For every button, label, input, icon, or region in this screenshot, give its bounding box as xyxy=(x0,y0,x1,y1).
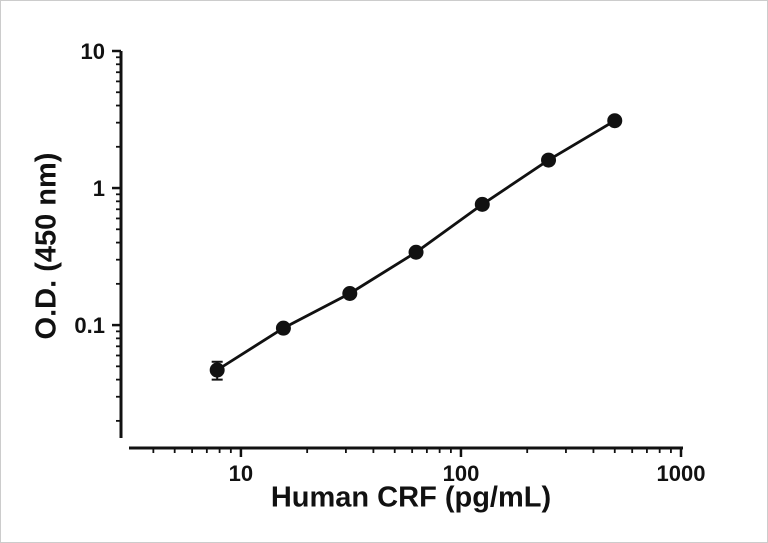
y-axis-title: O.D. (450 nm) xyxy=(30,152,63,340)
y-tick-label: 10 xyxy=(81,39,105,64)
data-point xyxy=(209,362,225,378)
data-point xyxy=(408,244,424,260)
data-point xyxy=(275,320,291,336)
y-tick-label: 0.1 xyxy=(74,313,105,338)
x-tick-label: 10 xyxy=(229,461,253,486)
data-point xyxy=(541,152,557,168)
x-axis-title: Human CRF (pg/mL) xyxy=(270,481,552,514)
x-tick-label: 100 xyxy=(443,461,480,486)
data-point xyxy=(474,196,490,212)
y-tick-label: 1 xyxy=(93,176,105,201)
data-point xyxy=(342,286,358,302)
data-point xyxy=(607,113,623,129)
x-tick-label: 1000 xyxy=(657,461,706,486)
